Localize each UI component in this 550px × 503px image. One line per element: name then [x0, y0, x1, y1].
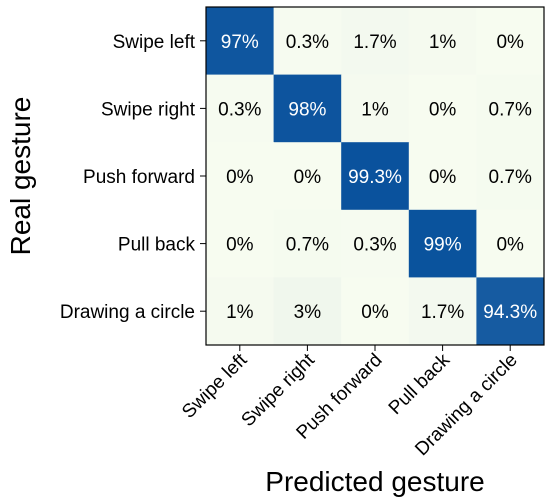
x-axis-title: Predicted gesture	[265, 466, 484, 497]
cell-value-label: 0%	[294, 167, 322, 188]
heatmap-cells: 97% 0.3% 1.7% 1% 0% 0.3% 98% 1% 0% 0.7% 0% 0% 99.3% 0…	[206, 7, 545, 346]
cell-value-label: 0.7%	[489, 99, 532, 120]
heatmap-cell	[476, 7, 545, 76]
cell-value-label: 0.7%	[489, 167, 532, 188]
heatmap-cell	[206, 277, 275, 346]
y-tick-label: Drawing a circle	[60, 302, 195, 323]
y-tick-label: Swipe right	[101, 99, 196, 120]
heatmap-cell	[408, 142, 477, 211]
cell-value-label: 0.3%	[218, 99, 261, 120]
heatmap-cell	[273, 277, 342, 346]
cell-value-label: 3%	[294, 302, 322, 323]
y-tick-label: Pull back	[118, 235, 196, 256]
heatmap-cell	[476, 209, 545, 278]
heatmap-cell	[273, 209, 342, 278]
y-axis-ticks: Swipe left Swipe right Push forward Pull ba…	[60, 32, 206, 323]
cell-value-label: 0.7%	[286, 235, 329, 256]
heatmap-cell	[476, 74, 545, 143]
cell-value-label: 99%	[424, 235, 462, 256]
heatmap-cell	[341, 7, 410, 76]
heatmap-cell	[206, 7, 275, 76]
heatmap-cell	[341, 74, 410, 143]
heatmap-cell	[206, 74, 275, 143]
cell-value-label: 1%	[226, 302, 254, 323]
cell-value-label: 0%	[429, 99, 457, 120]
heatmap-cell	[341, 209, 410, 278]
cell-value-label: 98%	[288, 99, 326, 120]
cell-value-label: 0%	[226, 167, 254, 188]
heatmap-cell	[408, 277, 477, 346]
cell-value-label: 97%	[221, 32, 259, 53]
cell-value-label: 0%	[496, 32, 524, 53]
y-axis-title: Real gesture	[5, 97, 36, 256]
cell-value-label: 0%	[496, 235, 524, 256]
cell-value-label: 0%	[226, 235, 254, 256]
heatmap-cell	[273, 7, 342, 76]
cell-value-label: 0.3%	[286, 32, 329, 53]
heatmap-cell	[273, 74, 342, 143]
heatmap-cell	[273, 142, 342, 211]
heatmap-cell	[476, 277, 545, 346]
cell-value-label: 1.7%	[421, 302, 464, 323]
heatmap-cell	[206, 142, 275, 211]
heatmap-cell	[206, 209, 275, 278]
heatmap-cell	[476, 142, 545, 211]
heatmap-cell	[408, 209, 477, 278]
cell-value-label: 1.7%	[353, 32, 396, 53]
cell-value-label: 0%	[429, 167, 457, 188]
cell-value-label: 0%	[361, 302, 389, 323]
y-tick-label: Swipe left	[113, 32, 196, 53]
cell-value-label: 1%	[429, 32, 457, 53]
cell-value-label: 1%	[361, 99, 389, 120]
heatmap-cell	[408, 7, 477, 76]
cell-value-label: 0.3%	[353, 235, 396, 256]
heatmap-cell	[408, 74, 477, 143]
heatmap-cell	[341, 277, 410, 346]
cell-value-label: 99.3%	[348, 167, 402, 188]
x-tick-label: Pull back	[385, 349, 455, 419]
heatmap-cell	[341, 142, 410, 211]
cell-value-label: 94.3%	[483, 302, 537, 323]
y-tick-label: Push forward	[83, 167, 195, 188]
